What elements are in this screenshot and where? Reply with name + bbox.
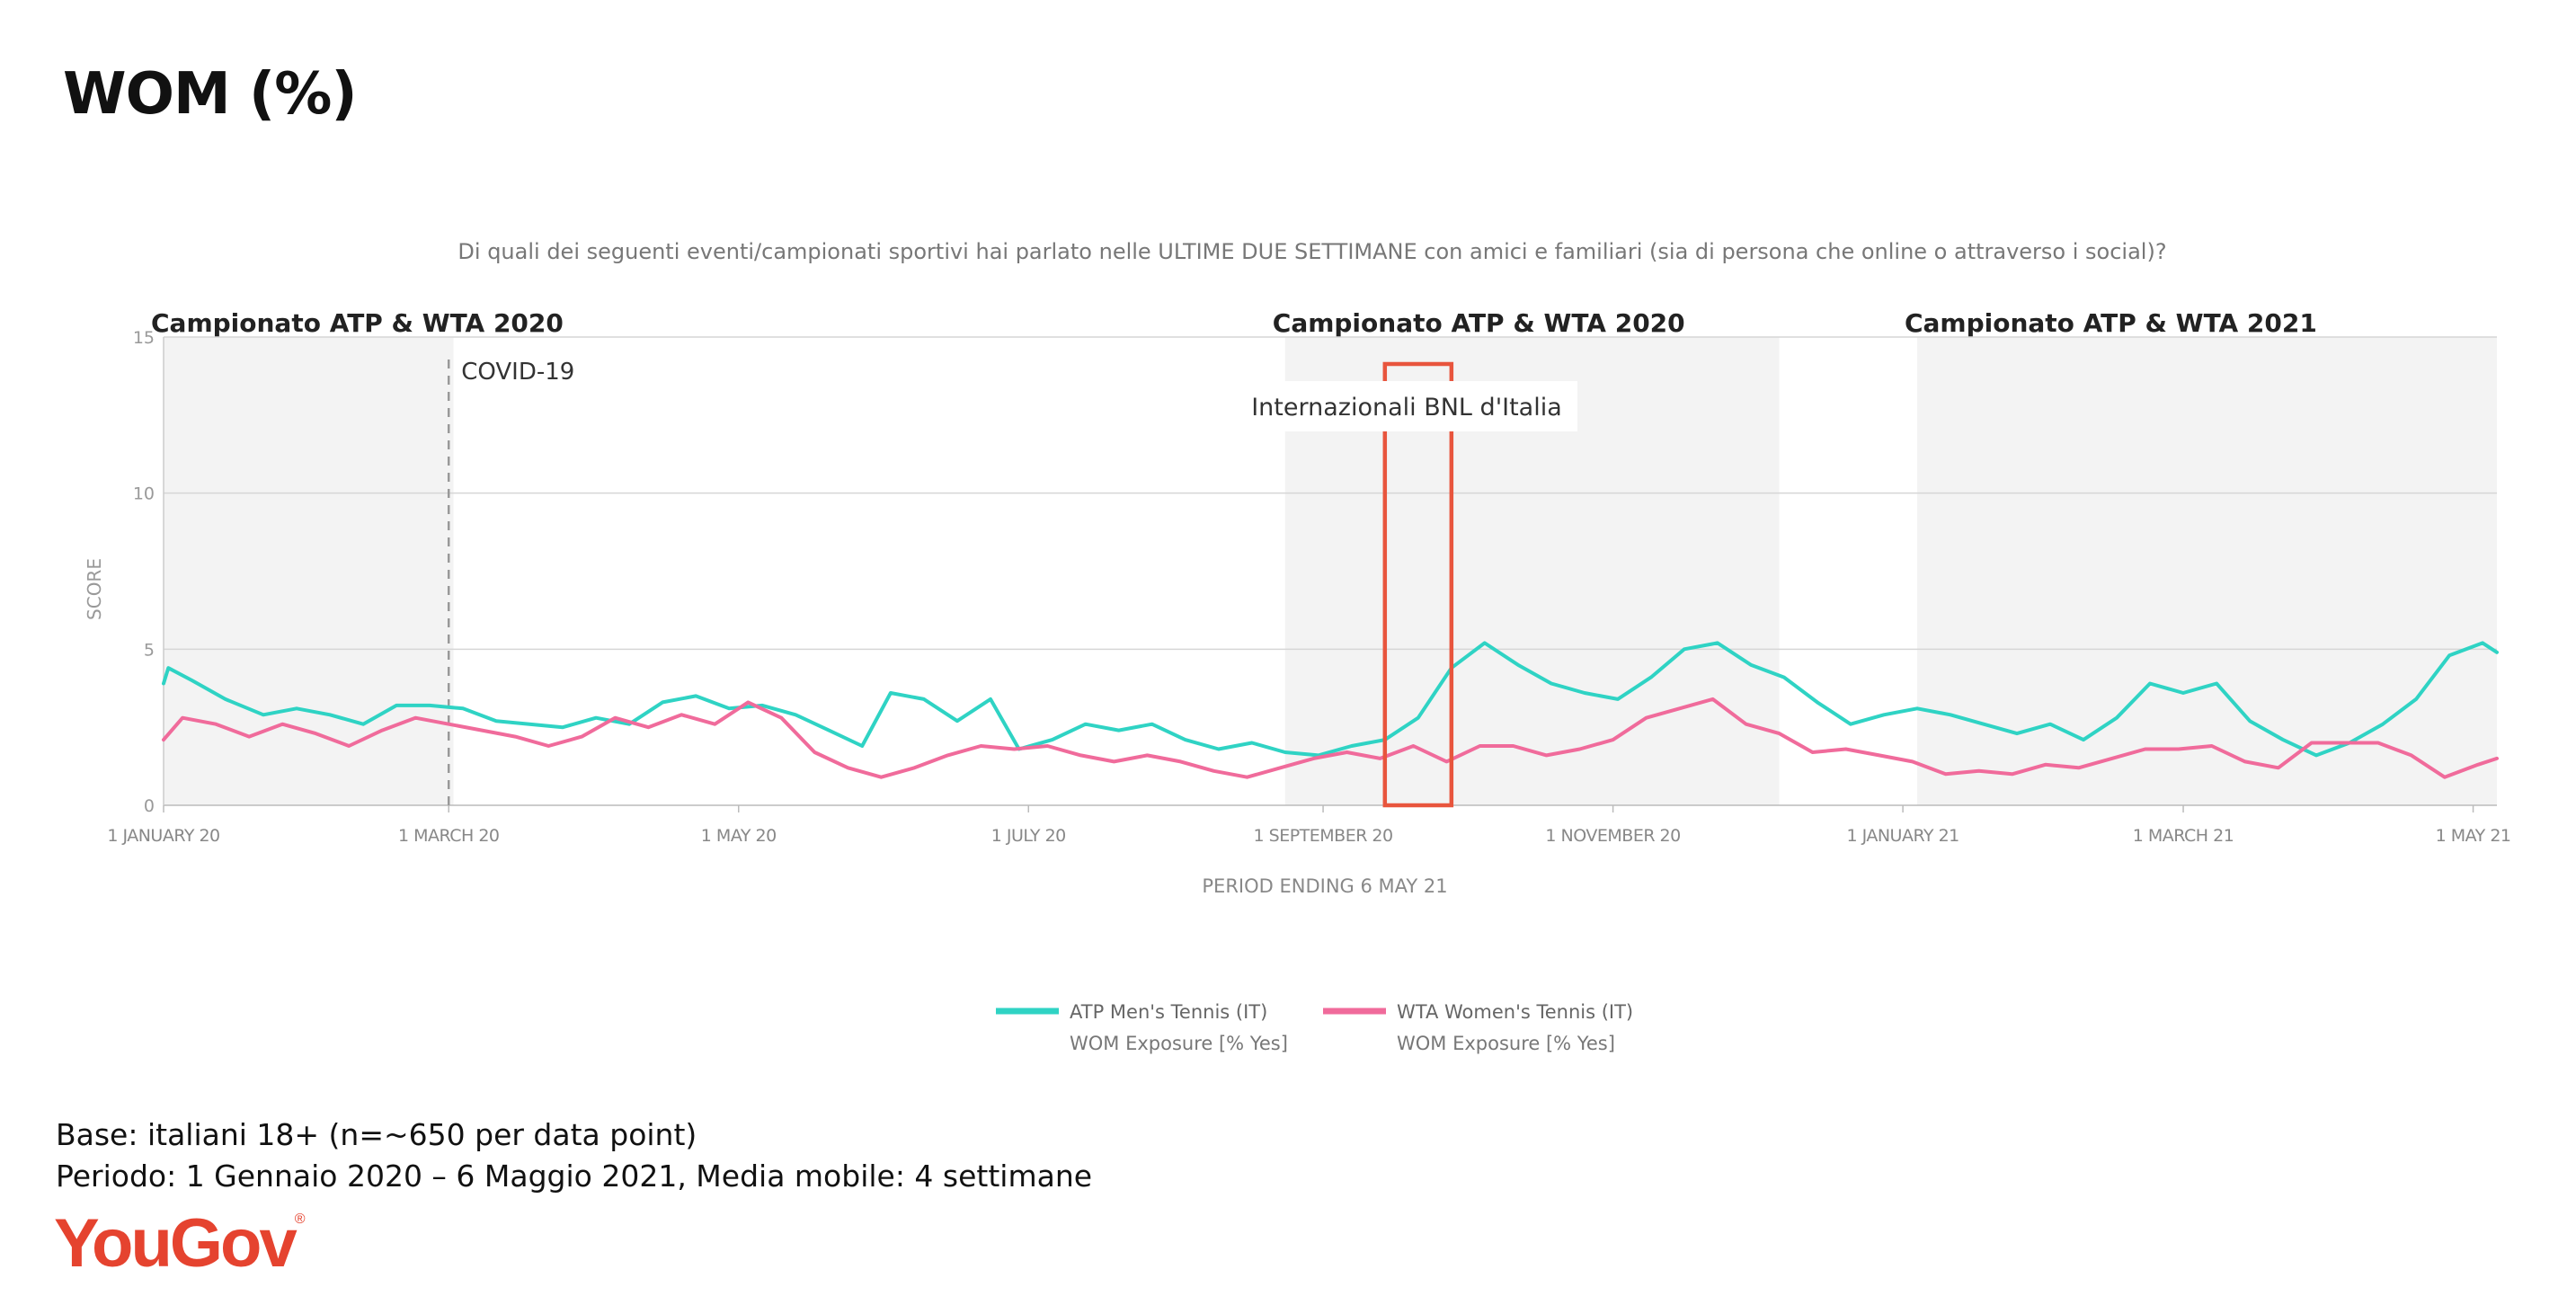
x-tick-label: 1 MARCH 20 [398,826,500,846]
shaded-period [164,337,454,805]
shaded-period [1916,337,2497,805]
legend-series-name: ATP Men's Tennis (IT) [1070,1001,1267,1023]
shaded-period-label: Campionato ATP & WTA 2021 [1905,308,2317,338]
y-tick-label: 0 [144,796,155,816]
wta-series-line [162,697,2499,779]
footer-period: Periodo: 1 Gennaio 2020 – 6 Maggio 2021,… [56,1159,1093,1194]
page-title: WOM (%) [63,61,358,128]
y-tick-label: 5 [144,640,155,660]
x-tick-label: 1 JULY 20 [991,826,1066,846]
y-axis-title: SCORE [84,558,105,620]
footer-base: Base: italiani 18+ (n=~650 per data poin… [56,1117,697,1152]
legend-series-subtitle: WOM Exposure [% Yes] [1070,1033,1288,1054]
atp-series-line [162,641,2499,758]
y-tick-label: 15 [133,328,155,348]
shaded-period-label: Campionato ATP & WTA 2020 [151,308,564,338]
highlight-box [1382,361,1454,808]
x-tick-label: 1 JANUARY 20 [107,826,219,846]
registered-mark: ® [294,1212,306,1227]
x-tick-label: 1 MAY 20 [701,826,777,846]
yougov-logo-text: YouGov [54,1205,298,1282]
legend-series-name: WTA Women's Tennis (IT) [1397,1001,1633,1023]
highlight-label-bg [1236,381,1577,431]
covid-event-label: COVID-19 [461,359,574,386]
survey-question: Di quali dei seguenti eventi/campionati … [457,239,2167,264]
x-tick-label: 1 MAY 21 [2436,826,2511,846]
yougov-logo: YouGov® [54,1204,306,1283]
highlight-label: Internazionali BNL d'Italia [1251,394,1562,422]
x-axis-title: PERIOD ENDING 6 MAY 21 [1202,875,1447,897]
shaded-period-label: Campionato ATP & WTA 2020 [1273,308,1685,338]
x-tick-label: 1 NOVEMBER 20 [1545,826,1680,846]
x-tick-label: 1 SEPTEMBER 20 [1254,826,1393,846]
x-tick-label: 1 MARCH 21 [2133,826,2234,846]
legend-series-subtitle: WOM Exposure [% Yes] [1397,1033,1615,1054]
y-tick-label: 10 [133,484,155,504]
footer-notes: Base: italiani 18+ (n=~650 per data poin… [56,1114,1092,1197]
x-tick-label: 1 JANUARY 21 [1846,826,1959,846]
